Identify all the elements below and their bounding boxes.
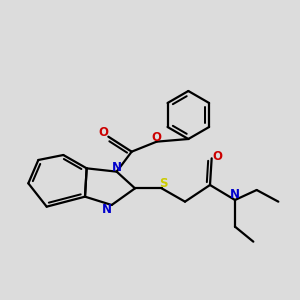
Text: S: S [159,177,167,190]
Text: N: N [102,203,112,217]
Text: N: N [230,188,240,201]
Text: N: N [112,160,122,173]
Text: O: O [212,150,222,163]
Text: O: O [98,126,108,139]
Text: O: O [152,131,162,144]
